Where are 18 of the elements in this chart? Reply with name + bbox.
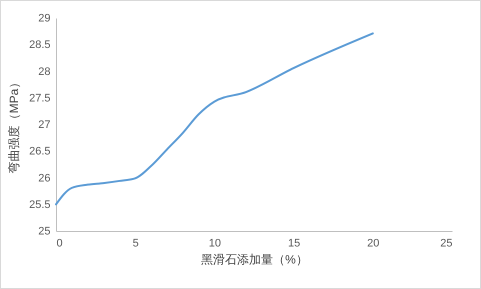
y-tick-label: 29 xyxy=(38,12,50,24)
x-tick-label: 15 xyxy=(288,238,300,250)
y-tick-label: 25.5 xyxy=(29,198,50,211)
y-tick-label: 27.5 xyxy=(29,92,50,104)
y-tick-label: 26.5 xyxy=(29,146,50,158)
y-tick-label: 26 xyxy=(38,172,50,184)
y-tick-label: 27 xyxy=(38,119,50,131)
line-series xyxy=(55,32,374,206)
y-tick-label: 25 xyxy=(38,226,50,238)
x-tick-label: 5 xyxy=(132,238,139,250)
y-axis-title: 弯曲强度（MPa） xyxy=(7,76,22,174)
y-tick-label: 28.5 xyxy=(29,39,50,52)
x-tick-label: 0 xyxy=(56,238,63,250)
x-tick-label: 20 xyxy=(367,238,380,250)
x-tick-label: 25 xyxy=(440,238,452,250)
y-tick-label: 28 xyxy=(38,66,50,78)
x-axis-title: 黑滑石添加量（%） xyxy=(201,252,308,266)
x-tick-label: 10 xyxy=(208,238,222,250)
